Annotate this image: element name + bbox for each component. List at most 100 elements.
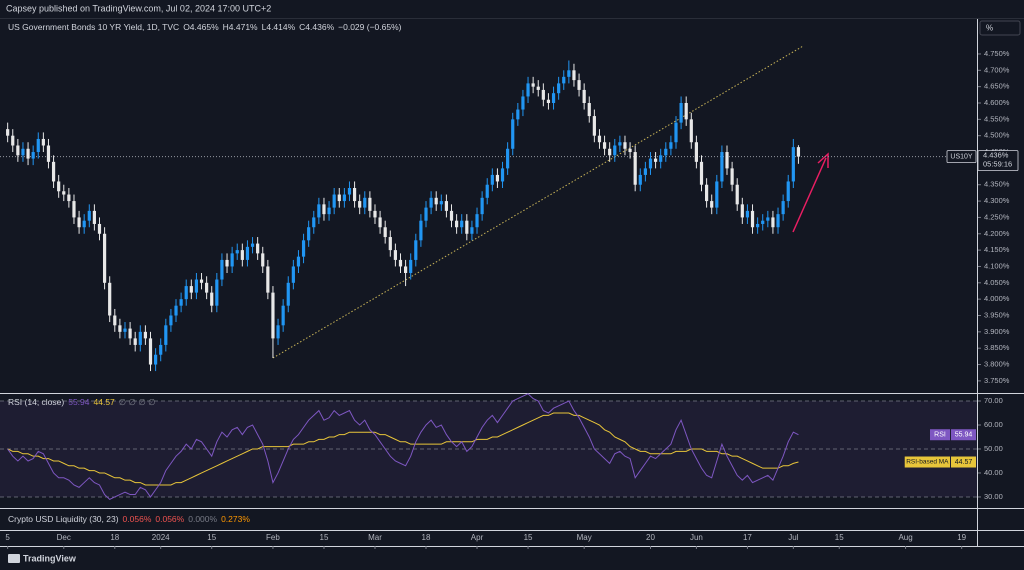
symbol-title: US Government Bonds 10 YR Yield, 1D, TVC — [8, 22, 179, 32]
x-tick-label: Aug — [898, 533, 912, 542]
candle-body — [403, 266, 408, 273]
candle-body — [511, 119, 515, 149]
candle-body — [485, 184, 489, 198]
candle-body — [648, 158, 653, 169]
candle-body — [694, 142, 698, 162]
candle-body — [261, 253, 265, 267]
candle-body — [347, 188, 352, 195]
candle-body — [31, 152, 35, 159]
candle-body — [199, 279, 204, 283]
candle-body — [210, 292, 214, 306]
candle-body — [383, 227, 387, 238]
candle-body — [679, 103, 683, 123]
y-tick-label: 50.00 — [984, 444, 1003, 453]
liquidity-readout: 0.056% — [155, 514, 184, 524]
candle-body — [307, 227, 311, 241]
candle-body — [363, 197, 367, 208]
candle-body — [51, 161, 56, 182]
candle-body — [398, 259, 403, 267]
x-tick-label: May — [577, 533, 592, 542]
candle-body — [358, 201, 362, 208]
y-tick-label: 4.600% — [984, 98, 1010, 107]
x-tick-label: 15 — [835, 533, 844, 542]
y-tick-label: 60.00 — [984, 420, 1003, 429]
candle-body — [414, 240, 418, 260]
candle-body — [730, 168, 734, 185]
countdown: 05:59:16 — [983, 160, 1012, 169]
candle-body — [500, 168, 505, 182]
candle-body — [715, 181, 719, 208]
annotation-arrow — [792, 157, 827, 233]
candle-body — [240, 250, 244, 260]
candle-body — [643, 168, 647, 175]
x-tick-label: Apr — [471, 533, 484, 542]
x-tick-label: Feb — [266, 533, 280, 542]
unit-box[interactable] — [979, 20, 1021, 36]
candle-body — [551, 93, 556, 103]
candle-body — [761, 220, 765, 224]
attribution: Capsey published on TradingView.com, Jul… — [6, 3, 271, 13]
y-tick-label: 4.050% — [984, 278, 1010, 287]
candle-body — [582, 89, 586, 103]
candle-body — [689, 119, 693, 143]
ohlc-open: O4.465% — [183, 22, 219, 32]
ma-name-tag-box — [904, 456, 950, 468]
rsi-value: 55.94 — [68, 397, 90, 407]
candle-body — [352, 188, 357, 202]
candle-body — [159, 344, 163, 355]
candle-body — [21, 148, 25, 156]
candle-body — [434, 197, 438, 205]
candle-body — [312, 217, 316, 228]
y-tick-label: 3.800% — [984, 360, 1010, 369]
rsi-line — [7, 393, 799, 500]
y-tick-label: 4.350% — [984, 180, 1010, 189]
candle-body — [138, 331, 142, 345]
candle-body — [332, 194, 336, 208]
candle-body — [388, 237, 392, 251]
candle-body — [653, 158, 658, 162]
candle-body — [720, 152, 724, 182]
brand: TradingView — [23, 553, 77, 563]
candle-body — [669, 142, 673, 149]
y-tick-label: 4.250% — [984, 212, 1010, 221]
x-tick-label: 17 — [743, 533, 752, 542]
candle-body — [602, 142, 607, 149]
candle-body — [516, 109, 520, 120]
candle-body — [495, 174, 500, 182]
candle-body — [245, 246, 250, 260]
x-tick-label: 5 — [5, 533, 10, 542]
candle-body — [276, 325, 280, 339]
x-tick-label: 15 — [524, 533, 533, 542]
candle-body — [87, 210, 91, 221]
candle-body — [490, 174, 494, 185]
rsi-value-tag-box — [951, 429, 976, 441]
candle-body — [623, 142, 627, 149]
candle-body — [771, 217, 775, 228]
candle-body — [536, 86, 540, 90]
candle-body — [327, 207, 331, 215]
rsi-name-tag-box — [930, 429, 950, 441]
candle-body — [572, 70, 576, 81]
candle-body — [455, 220, 459, 228]
candle-body — [16, 145, 20, 156]
candle-body — [220, 259, 224, 280]
y-tick-label: 4.300% — [984, 196, 1010, 205]
axis-unit: % — [986, 24, 993, 33]
x-tick-label: 18 — [110, 533, 119, 542]
candle-body — [82, 220, 86, 228]
ohlc-change: −0.029 (−0.65%) — [338, 22, 401, 32]
candle-body — [143, 331, 148, 339]
candle-body — [250, 243, 255, 247]
y-tick-label: 70.00 — [984, 396, 1003, 405]
candle-body — [184, 286, 188, 300]
x-tick-label: 20 — [646, 533, 655, 542]
candle-body — [118, 325, 122, 332]
y-tick-label: 4.000% — [984, 294, 1010, 303]
ohlc-low: L4.414% — [262, 22, 296, 32]
rsi-pane — [0, 395, 977, 508]
liquidity-readout: 0.000% — [188, 514, 217, 524]
symbol-tag: US10Y — [950, 153, 973, 160]
x-tick-label: 2024 — [152, 533, 170, 542]
candle-body — [256, 243, 260, 254]
rsi-value-tag: 55.94 — [955, 432, 973, 439]
